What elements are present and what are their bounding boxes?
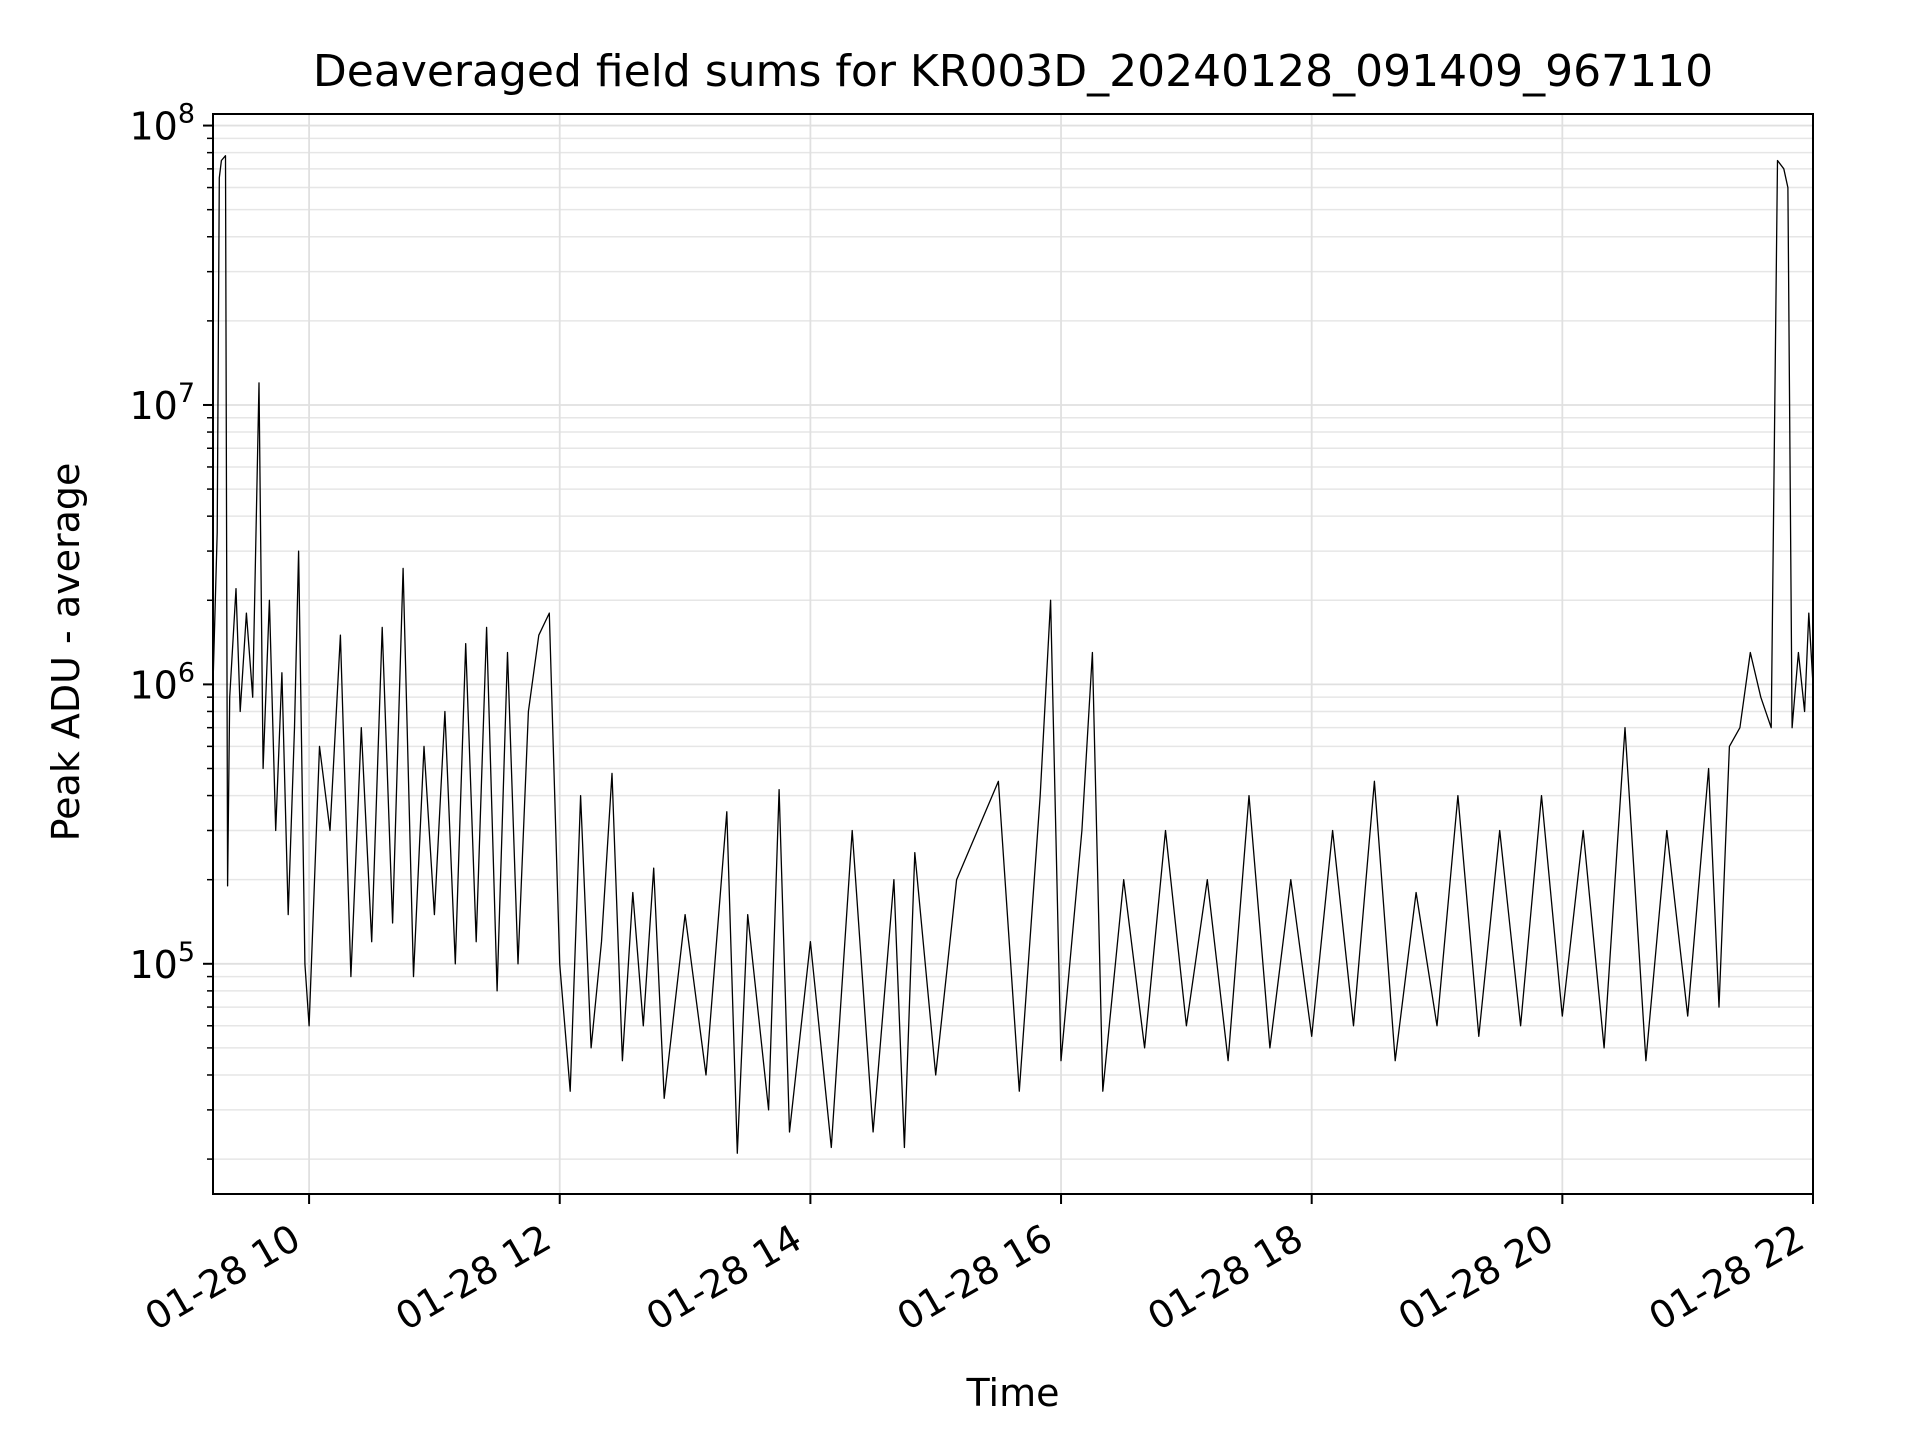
chart-title: Deaveraged field sums for KR003D_2024012… <box>313 46 1713 97</box>
series-line <box>212 155 1814 1154</box>
minor-gridlines <box>213 137 1813 1160</box>
y-tick-label: 106 <box>129 657 195 707</box>
y-tick-label: 107 <box>129 378 195 428</box>
plot-frame <box>212 113 1814 1195</box>
y-axis: 105 106 107 108 <box>129 99 213 1160</box>
x-axis-label: Time <box>966 1371 1060 1415</box>
y-tick-label: 108 <box>129 99 195 149</box>
y-tick-label: 105 <box>129 937 195 987</box>
y-axis-label: Peak ADU - average <box>44 463 88 842</box>
